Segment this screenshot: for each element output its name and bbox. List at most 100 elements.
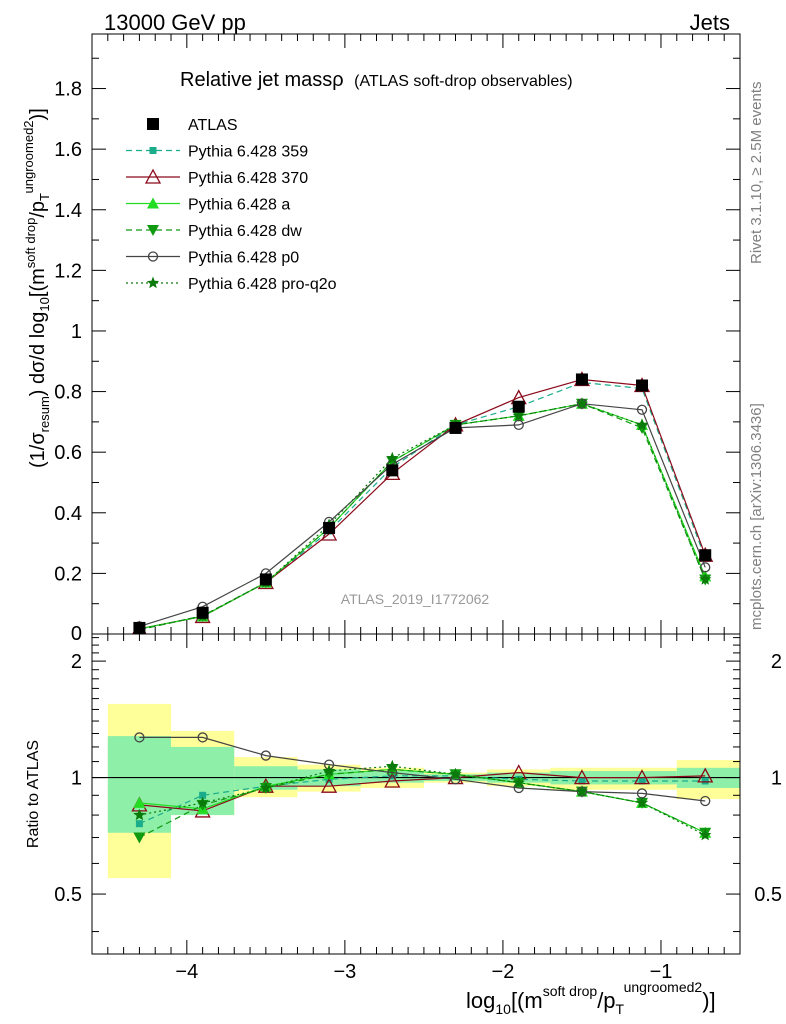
- main-y-tick-label: 1.2: [54, 260, 82, 282]
- series-pythia-6-428-p0: [134, 398, 711, 632]
- ratio-band-inner: [107, 736, 172, 833]
- legend-marker: [147, 251, 159, 262]
- chart-title: Relative jet massρ: [180, 69, 344, 91]
- data-point-pythia-6-428-pro-q2o: [512, 409, 525, 422]
- legend-entry-pythia-6-428-pro-q2o: Pythia 6.428 pro-q2o: [126, 276, 337, 293]
- data-point-pythia-6-428-dw: [636, 422, 649, 434]
- x-axis-label: log10[(msoft drop/pTungroomed2)]: [466, 979, 716, 1017]
- axis-ticks: −4 −3 −2 −1 0 0.2 0.4 0.6 0.8 1 1.2 1.4 1.6 1.8 0.5 0.5…: [54, 34, 782, 983]
- ratio-point-pythia-6-428-359: [135, 820, 143, 828]
- legend-label: Pythia 6.428 359: [188, 144, 308, 161]
- data-point-atlas: [699, 549, 712, 562]
- ratio-series-pythia-6-428-pro-q2o: [133, 759, 712, 841]
- legend-marker: [146, 276, 160, 289]
- ratio-line-pythia-6-428-pro-q2o: [139, 765, 706, 836]
- legend-marker: [147, 225, 159, 236]
- ratio-y-axis-label: Ratio to ATLAS: [25, 740, 42, 848]
- ratio-point-pythia-6-428-a: [133, 796, 146, 808]
- ratio-point-pythia-6-428-pro-q2o: [575, 785, 589, 797]
- ratio-plot-series: [92, 732, 740, 844]
- legend-marker: [149, 147, 157, 154]
- legend-entry-pythia-6-428-370: Pythia 6.428 370: [126, 168, 308, 187]
- ratio-point-pythia-6-428-370: [633, 769, 651, 785]
- data-point-atlas: [636, 379, 649, 392]
- header-process: 13000 GeV pp: [104, 10, 246, 35]
- ratio-plot-frame: [91, 633, 741, 955]
- ratio-y-tick-label-left: 0.5: [54, 884, 82, 906]
- legend-entry-pythia-6-428-dw: Pythia 6.428 dw: [126, 223, 302, 240]
- chart-title-line: Relative jet massρ (ATLAS soft-drop obse…: [180, 69, 573, 91]
- ratio-y-tick-label-right: 2: [771, 651, 782, 673]
- ratio-point-pythia-6-428-pro-q2o: [196, 796, 209, 809]
- main-plot-series: [132, 371, 714, 634]
- ratio-line-pythia-6-428-370: [139, 771, 706, 812]
- ratio-point-pythia-6-428-p0: [700, 795, 711, 807]
- ratio-point-pythia-6-428-pro-q2o: [635, 796, 649, 809]
- x-tick-label: −3: [333, 961, 356, 983]
- ratio-point-pythia-6-428-p0: [260, 750, 272, 761]
- data-point-atlas: [386, 464, 399, 477]
- ratio-point-pythia-6-428-pro-q2o: [449, 767, 462, 780]
- main-y-tick-label: 0.2: [54, 563, 82, 585]
- ratio-point-pythia-6-428-370: [384, 772, 401, 788]
- ratio-point-pythia-6-428-359: [701, 777, 709, 785]
- x-tick-label: −2: [492, 961, 515, 983]
- legend-entry-pythia-6-428-p0: Pythia 6.428 p0: [126, 250, 299, 267]
- data-point-pythia-6-428-pro-q2o: [699, 573, 712, 585]
- data-point-pythia-6-428-p0: [513, 419, 524, 431]
- ratio-point-pythia-6-428-pro-q2o: [386, 759, 399, 772]
- main-y-tick-label: 0: [71, 623, 82, 645]
- legend-marker: [147, 118, 159, 130]
- legend: ATLAS Pythia 6.428 359 Pythia 6.428 370 Pyt…: [126, 117, 337, 293]
- legend-marker: [144, 168, 162, 184]
- main-y-axis-label: (1/σresum) dσ/d log10[(msoft drop/pTungr…: [21, 108, 52, 468]
- data-point-atlas: [449, 421, 462, 434]
- ratio-y-tick-label-left: 1: [71, 768, 82, 790]
- data-point-atlas: [512, 400, 525, 413]
- data-point-pythia-6-428-pro-q2o: [386, 451, 399, 464]
- data-point-atlas: [259, 573, 272, 586]
- ratio-point-pythia-6-428-359: [199, 791, 207, 799]
- mcplots-label: mcplots.cern.ch [arXiv:1306.3436]: [748, 403, 765, 630]
- ratio-line-pythia-6-428-p0: [139, 736, 706, 802]
- ratio-point-pythia-6-428-pro-q2o: [322, 764, 336, 777]
- data-point-atlas: [575, 373, 588, 386]
- ratio-point-pythia-6-428-pro-q2o: [512, 776, 525, 788]
- analysis-watermark: ATLAS_2019_I1772062: [341, 591, 490, 607]
- ratio-point-pythia-6-428-370: [573, 769, 591, 785]
- legend-label: Pythia 6.428 370: [188, 170, 308, 187]
- ratio-point-pythia-6-428-pro-q2o: [133, 808, 146, 821]
- ratio-point-pythia-6-428-p0: [197, 732, 208, 743]
- x-tick-label: −1: [650, 961, 673, 983]
- chart-subtitle: (ATLAS soft-drop observables): [354, 73, 572, 90]
- legend-entry-atlas: ATLAS: [147, 117, 238, 134]
- main-y-tick-label: 1.8: [54, 79, 82, 101]
- legend-entry-pythia-6-428-a: Pythia 6.428 a: [126, 197, 290, 214]
- legend-marker: [147, 197, 159, 209]
- main-y-tick-label: 0.4: [54, 503, 82, 525]
- ratio-point-pythia-6-428-pro-q2o: [259, 781, 272, 794]
- header-category: Jets: [690, 10, 730, 35]
- data-point-pythia-6-428-pro-q2o: [635, 418, 649, 431]
- ratio-point-pythia-6-428-370: [320, 777, 338, 793]
- data-point-pythia-6-428-pro-q2o: [575, 397, 589, 409]
- ratio-point-pythia-6-428-370: [697, 767, 714, 783]
- ratio-y-tick-label-right: 1: [771, 768, 782, 790]
- main-y-tick-label: 1.4: [54, 200, 82, 222]
- legend-entry-pythia-6-428-359: Pythia 6.428 359: [126, 144, 308, 161]
- data-point-atlas: [196, 606, 209, 619]
- legend-label: Pythia 6.428 p0: [188, 250, 299, 267]
- ratio-point-pythia-6-428-359: [388, 772, 396, 780]
- legend-label: Pythia 6.428 dw: [188, 223, 302, 240]
- x-tick-label: −4: [175, 961, 198, 983]
- ratio-point-pythia-6-428-dw: [133, 832, 146, 844]
- data-point-pythia-6-428-dw: [386, 456, 399, 468]
- data-point-pythia-6-428-p0: [636, 404, 648, 415]
- ratio-point-pythia-6-428-p0: [134, 732, 145, 743]
- main-y-tick-label: 1.6: [54, 139, 82, 161]
- main-y-tick-label: 1: [71, 321, 82, 343]
- ratio-y-tick-label-right: 0.5: [754, 884, 782, 906]
- rivet-label: Rivet 3.1.10, ≥ 2.5M events: [748, 82, 765, 265]
- series-atlas: [133, 373, 712, 634]
